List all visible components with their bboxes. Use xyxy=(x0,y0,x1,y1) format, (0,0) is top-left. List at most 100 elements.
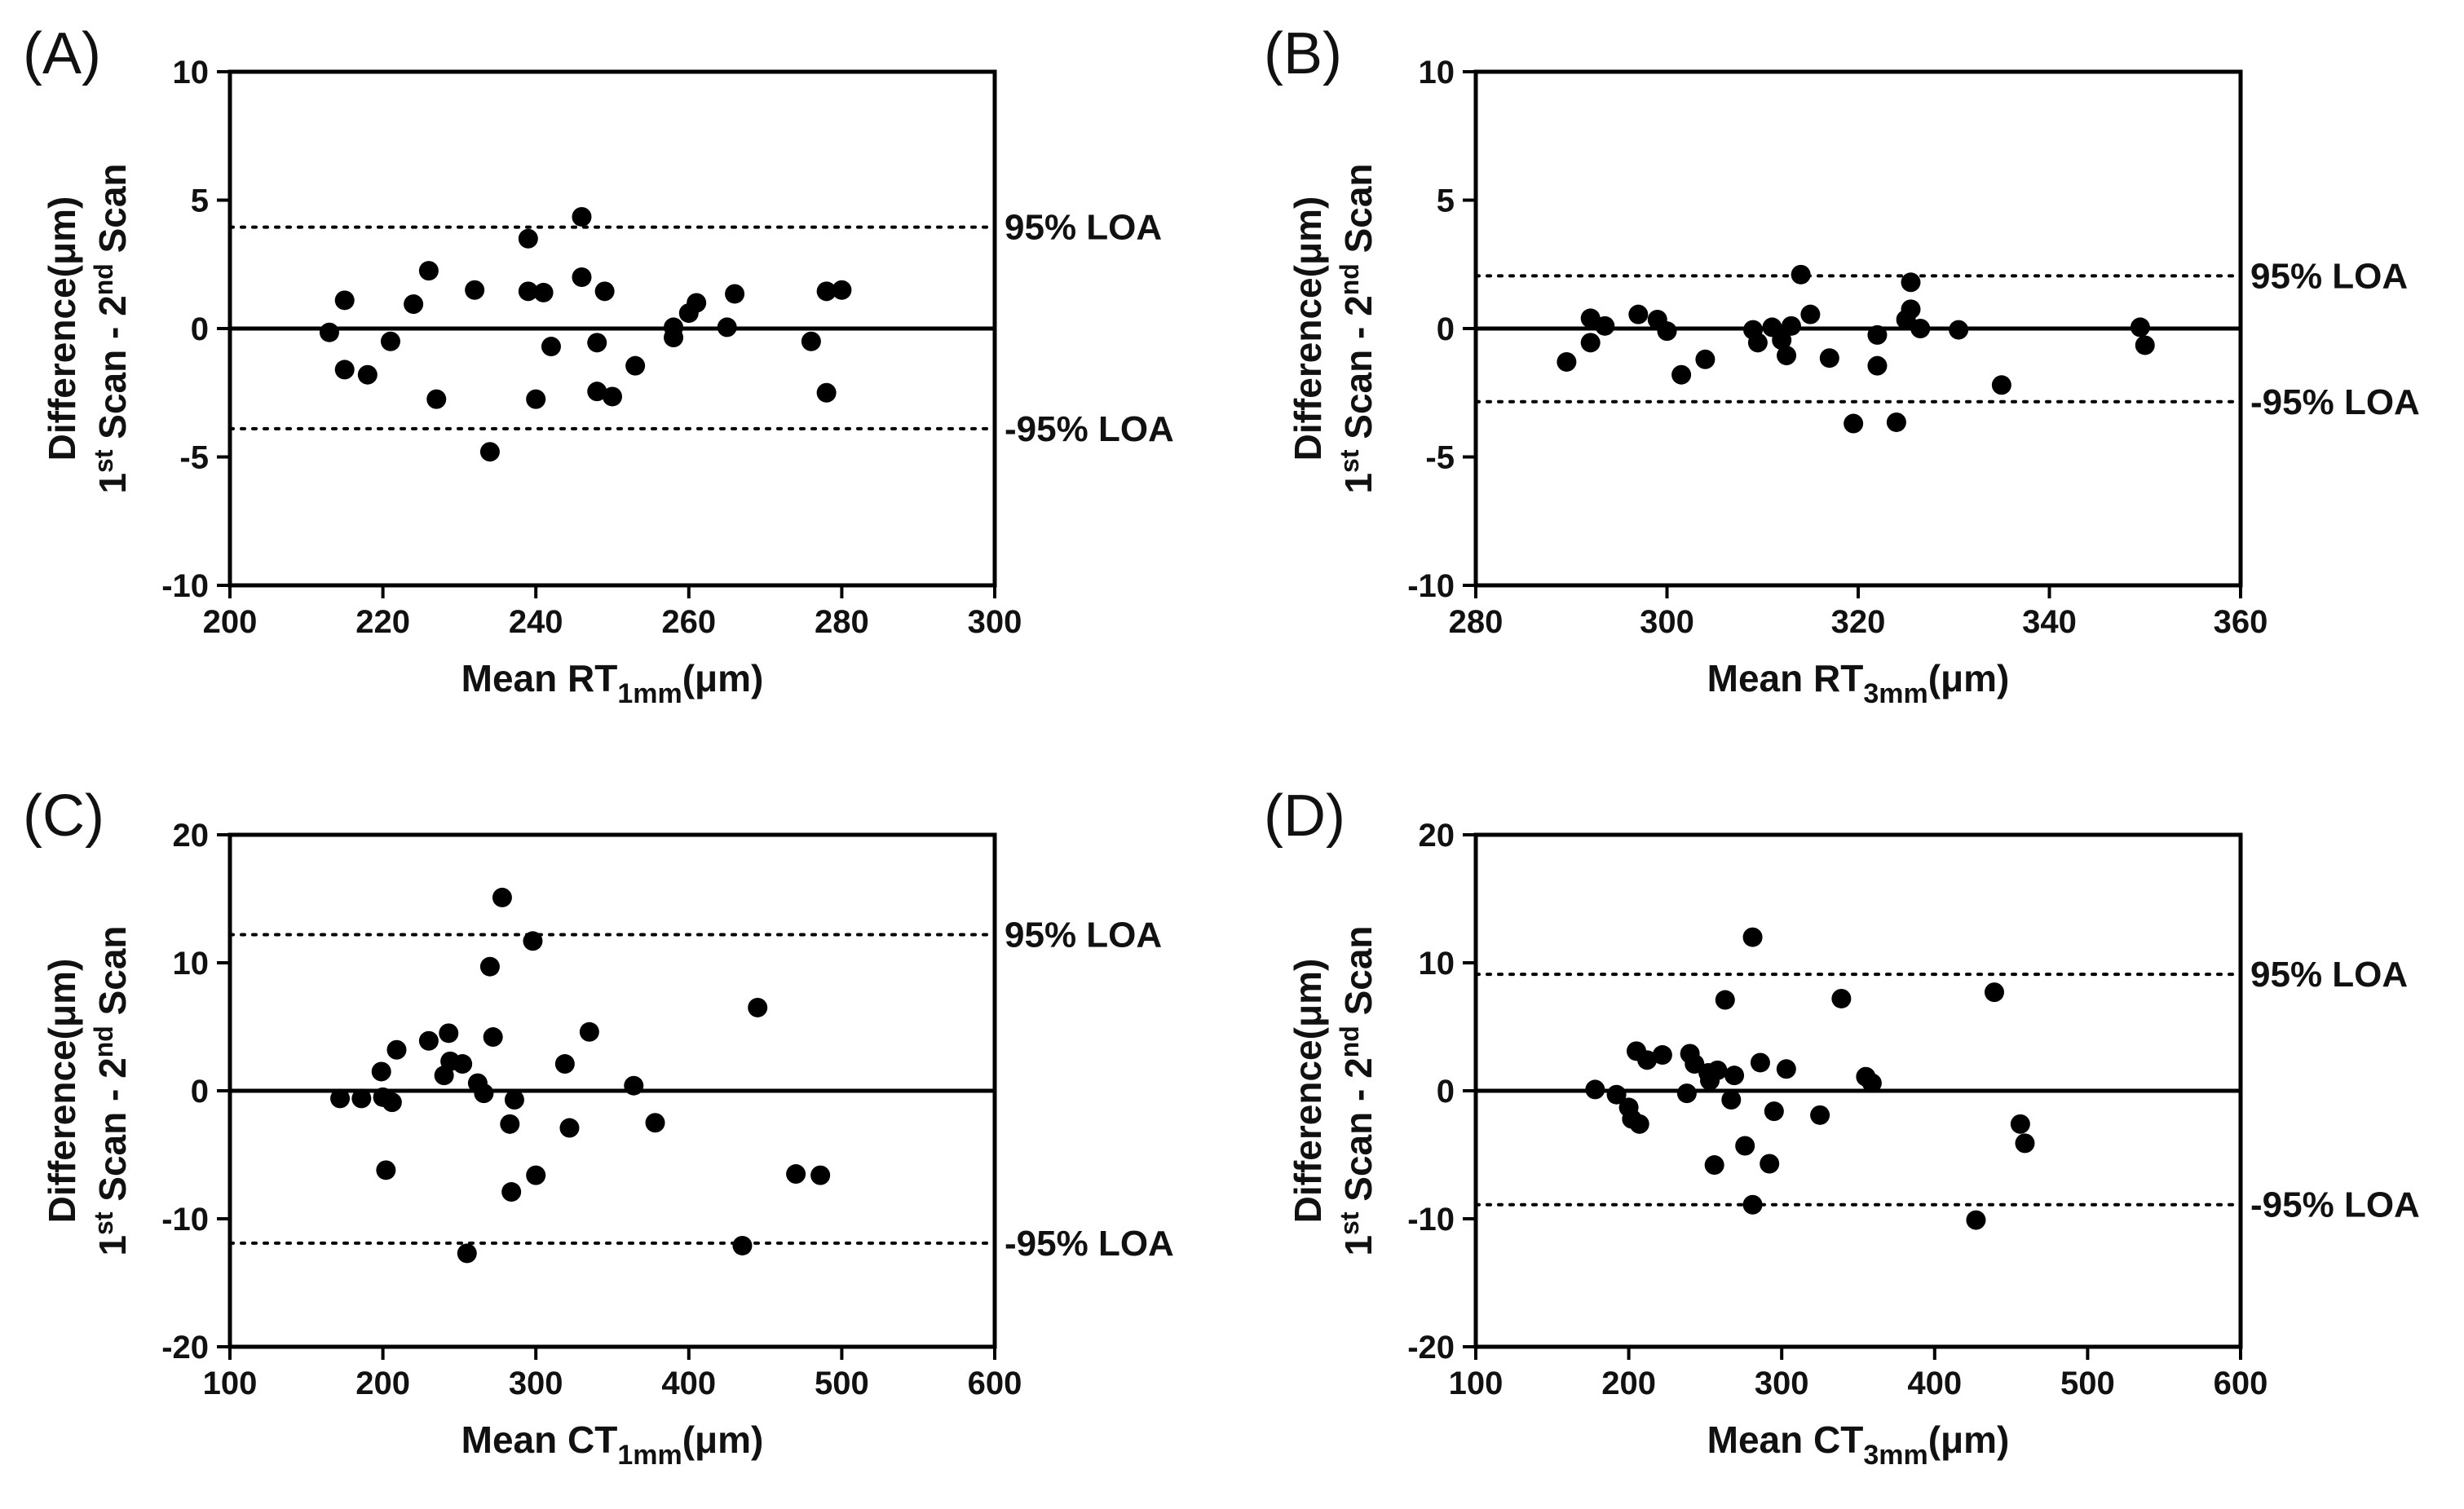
y-tick-label: 10 xyxy=(173,55,210,90)
data-point xyxy=(334,360,355,380)
x-tick-label: 200 xyxy=(1601,1366,1656,1401)
x-axis-title-sub: 1mm xyxy=(617,678,682,709)
data-point xyxy=(2130,317,2150,338)
y-axis-title-sup: nd xyxy=(89,1026,118,1057)
data-point xyxy=(1791,264,1811,285)
data-point xyxy=(319,322,339,342)
x-tick-label: 600 xyxy=(968,1366,1022,1401)
x-axis-title-main: Mean RT xyxy=(461,657,618,699)
data-point xyxy=(518,228,538,249)
data-point xyxy=(1671,364,1692,385)
data-point xyxy=(371,1061,391,1082)
data-point xyxy=(559,1118,580,1138)
data-point xyxy=(386,1039,407,1060)
data-point xyxy=(1715,990,1735,1010)
data-point xyxy=(518,281,538,302)
data-point xyxy=(439,1023,459,1044)
y-axis-title-line1: Difference(μm) xyxy=(41,196,83,461)
data-point xyxy=(594,281,615,302)
y-axis-title-part: Scan xyxy=(91,925,134,1026)
y-tick-label: -10 xyxy=(161,1202,209,1238)
data-point xyxy=(1628,304,1649,324)
data-point xyxy=(1772,330,1792,351)
x-tick-label: 500 xyxy=(815,1366,869,1401)
data-point xyxy=(382,1092,402,1113)
y-axis-title-part: Scan - 2 xyxy=(1337,295,1380,449)
x-tick-label: 100 xyxy=(203,1366,258,1401)
data-point xyxy=(357,364,378,385)
panel-label: (D) xyxy=(1264,783,1345,849)
x-axis-title: Mean RT3mm(μm) xyxy=(1707,657,2010,709)
data-point xyxy=(1724,1066,1745,1086)
data-point xyxy=(1742,1194,1763,1215)
y-axis-title-line1: Difference(μm) xyxy=(1287,959,1329,1224)
loa-upper-label: 95% LOA xyxy=(1005,915,1162,955)
y-axis-title-sup: nd xyxy=(1335,263,1364,295)
y-tick-label: 20 xyxy=(1419,818,1455,854)
y-tick-label: 0 xyxy=(191,1074,209,1110)
data-point xyxy=(453,1054,473,1074)
y-axis-title-part: 1 xyxy=(91,473,134,494)
data-point xyxy=(1580,308,1601,329)
data-point xyxy=(479,442,500,462)
data-point xyxy=(687,293,707,313)
data-point xyxy=(1595,315,1615,336)
data-point xyxy=(587,382,607,402)
data-point xyxy=(1747,333,1768,353)
loa-upper-label: 95% LOA xyxy=(1005,208,1162,248)
data-point xyxy=(786,1164,806,1185)
x-axis-title-sub: 3mm xyxy=(1863,1440,1927,1471)
y-tick-label: -20 xyxy=(1407,1330,1455,1366)
loa-lower-label: -95% LOA xyxy=(2250,1185,2420,1225)
data-point xyxy=(832,280,852,300)
y-axis-title-sup: st xyxy=(89,1211,118,1235)
data-point xyxy=(732,1235,753,1255)
data-point xyxy=(1991,375,2011,395)
x-axis-title-unit: (μm) xyxy=(1928,657,2010,699)
y-axis-title-part: Scan xyxy=(1337,163,1380,263)
panel-label: (B) xyxy=(1264,21,1342,86)
data-point xyxy=(1777,346,1797,366)
data-point xyxy=(418,1030,439,1051)
data-point xyxy=(1742,927,1763,947)
y-tick-label: -10 xyxy=(1407,568,1455,604)
y-tick-label: 10 xyxy=(1419,946,1455,982)
data-point xyxy=(1966,1210,1986,1230)
y-tick-label: -5 xyxy=(179,440,209,476)
data-point xyxy=(1735,1136,1755,1156)
y-axis-title-line2: 1st Scan - 2nd Scan xyxy=(1335,925,1380,1255)
loa-lower-label: -95% LOA xyxy=(1005,1224,1174,1264)
loa-upper-label: 95% LOA xyxy=(2250,256,2408,296)
data-point xyxy=(1861,1073,1882,1093)
y-axis-title-line2: 1st Scan - 2nd Scan xyxy=(89,163,134,493)
data-point xyxy=(624,1075,644,1096)
data-point xyxy=(1819,348,1839,368)
x-axis-title: Mean RT1mm(μm) xyxy=(461,657,764,709)
data-point xyxy=(645,1113,665,1133)
x-tick-label: 300 xyxy=(509,1366,563,1401)
data-point xyxy=(1949,320,1969,340)
x-tick-label: 260 xyxy=(661,604,716,640)
data-point xyxy=(1606,1084,1627,1105)
data-point xyxy=(587,333,607,353)
y-axis-title-part: 1 xyxy=(1337,1235,1380,1256)
y-axis-title-line1: Difference(μm) xyxy=(41,959,83,1224)
y-tick-label: 5 xyxy=(1437,183,1455,219)
data-point xyxy=(474,1083,494,1104)
y-tick-label: 0 xyxy=(1437,1074,1455,1110)
panel-label: (A) xyxy=(23,21,101,86)
y-axis-title-line2: 1st Scan - 2nd Scan xyxy=(89,925,134,1255)
data-point xyxy=(603,386,622,407)
data-point xyxy=(748,997,768,1017)
data-point xyxy=(572,206,592,227)
data-point xyxy=(523,931,543,951)
data-point xyxy=(816,382,837,403)
data-point xyxy=(1721,1089,1742,1110)
data-point xyxy=(1760,1154,1780,1174)
data-point xyxy=(1580,333,1601,353)
x-axis-title-unit: (μm) xyxy=(682,1419,764,1461)
y-axis-title-line1: Difference(μm) xyxy=(1287,196,1329,461)
y-tick-label: 0 xyxy=(191,311,209,347)
